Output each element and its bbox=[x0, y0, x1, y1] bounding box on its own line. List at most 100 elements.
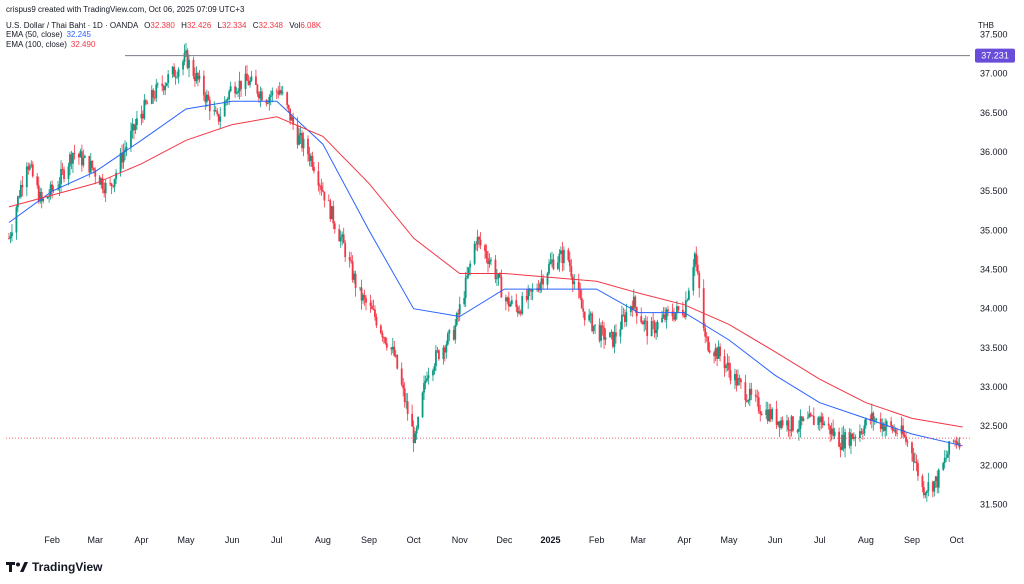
candle-body bbox=[112, 185, 115, 187]
candle-body bbox=[308, 154, 311, 161]
candle-body bbox=[281, 92, 284, 94]
candle-body bbox=[104, 182, 107, 194]
candle-body bbox=[391, 346, 394, 350]
y-tick-label: 37.000 bbox=[980, 69, 1008, 79]
candle-body bbox=[625, 312, 628, 323]
candle-body bbox=[327, 200, 330, 202]
candle-body bbox=[641, 322, 644, 325]
candle-body bbox=[632, 296, 635, 310]
candle-body bbox=[406, 401, 409, 414]
candle-body bbox=[780, 420, 782, 428]
candle-body bbox=[591, 313, 594, 332]
candle-body bbox=[469, 263, 472, 268]
candle-body bbox=[811, 415, 814, 417]
ohlc-open-value: 32.380 bbox=[150, 21, 175, 30]
candle-body bbox=[850, 433, 852, 446]
candle-body bbox=[417, 417, 419, 429]
candle-body bbox=[202, 75, 205, 96]
legend-symbol-row: U.S. Dollar / Thai Baht · 1D · OANDA O32… bbox=[6, 21, 321, 30]
candle-body bbox=[177, 69, 180, 77]
candle-body bbox=[662, 314, 665, 318]
candle-body bbox=[432, 370, 434, 376]
candle-body bbox=[144, 100, 147, 104]
candle-body bbox=[821, 416, 824, 426]
candle-body bbox=[911, 442, 913, 454]
candle-body bbox=[60, 169, 62, 185]
chart-header: crispus9 created with TradingView.com, O… bbox=[6, 5, 245, 14]
candle-body bbox=[817, 417, 820, 426]
candle-body bbox=[25, 166, 28, 188]
candle-body bbox=[235, 92, 238, 94]
candle-body bbox=[848, 432, 851, 446]
ohlc-close-label: C bbox=[252, 21, 259, 30]
candle-body bbox=[589, 313, 592, 315]
candle-body bbox=[809, 413, 812, 416]
candle-body bbox=[777, 421, 779, 425]
candle-body bbox=[185, 50, 187, 54]
candle-body bbox=[136, 118, 138, 126]
candle-body bbox=[292, 116, 295, 125]
candle-body bbox=[323, 191, 326, 201]
candle-body bbox=[188, 59, 190, 69]
candle-body bbox=[806, 417, 809, 419]
ohlc-close-value: 32.348 bbox=[258, 21, 283, 30]
candle-body bbox=[256, 84, 259, 94]
high-level-tag-label: 37.231 bbox=[981, 51, 1009, 61]
candle-body bbox=[833, 431, 836, 436]
legend-ema100-row: EMA (100, close) 32.490 bbox=[6, 40, 95, 49]
candle-body bbox=[384, 337, 387, 344]
candle-body bbox=[615, 332, 617, 337]
candle-body bbox=[693, 253, 696, 268]
candle-body bbox=[161, 83, 164, 87]
candle-body bbox=[754, 394, 757, 397]
candle-body bbox=[122, 152, 125, 163]
y-tick-label: 32.500 bbox=[980, 421, 1008, 431]
candle-body bbox=[205, 94, 208, 103]
candle-body bbox=[893, 429, 896, 431]
candle-body bbox=[152, 90, 155, 98]
candle-body bbox=[455, 313, 458, 325]
candle-body bbox=[79, 151, 82, 158]
candle-body bbox=[467, 267, 470, 276]
candle-body bbox=[787, 420, 790, 431]
candle-body bbox=[943, 458, 946, 463]
candle-body bbox=[67, 166, 70, 180]
candle-body bbox=[290, 116, 293, 121]
candle-body bbox=[600, 325, 602, 341]
candle-body bbox=[140, 113, 143, 119]
candle-body bbox=[653, 322, 656, 334]
candle-body bbox=[521, 296, 524, 314]
y-tick-label: 34.000 bbox=[980, 304, 1008, 314]
candle-body bbox=[725, 365, 727, 369]
candle-body bbox=[197, 73, 199, 80]
candle-body bbox=[925, 491, 928, 494]
y-tick-label: 35.500 bbox=[980, 186, 1008, 196]
candle-body bbox=[778, 421, 781, 428]
candle-body bbox=[371, 305, 373, 310]
candle-body bbox=[421, 392, 424, 418]
candle-body bbox=[141, 113, 144, 119]
candle-body bbox=[427, 375, 430, 379]
candle-body bbox=[937, 469, 940, 488]
candle-body bbox=[88, 156, 91, 173]
brand-name: TradingView bbox=[32, 560, 103, 574]
candle-body bbox=[577, 281, 580, 291]
candle-body bbox=[405, 401, 408, 403]
candle-body bbox=[527, 289, 530, 300]
candle-body bbox=[737, 378, 739, 386]
candle-body bbox=[18, 196, 21, 198]
candle-body bbox=[570, 266, 573, 277]
candle-body bbox=[228, 91, 231, 100]
candle-body bbox=[573, 281, 576, 285]
candle-body bbox=[8, 238, 10, 240]
candle-body bbox=[329, 200, 332, 220]
candle-body bbox=[864, 418, 867, 426]
tradingview-brand[interactable]: TradingView bbox=[6, 560, 102, 574]
candle-body bbox=[307, 138, 309, 155]
x-tick-label: Sep bbox=[361, 535, 377, 545]
candle-body bbox=[540, 278, 543, 284]
candle-body bbox=[820, 416, 823, 423]
x-tick-label: Oct bbox=[407, 535, 422, 545]
candle-body bbox=[42, 198, 45, 202]
